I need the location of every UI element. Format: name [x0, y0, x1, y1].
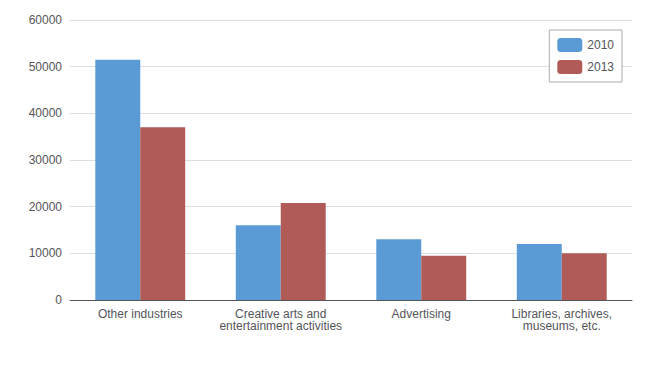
svg-text:Libraries, archives,: Libraries, archives,	[511, 307, 613, 321]
svg-text:0: 0	[55, 293, 62, 307]
svg-text:Other industries: Other industries	[98, 307, 183, 321]
svg-text:entertainment activities: entertainment activities	[219, 319, 342, 333]
svg-text:10000: 10000	[29, 246, 63, 260]
svg-text:20000: 20000	[29, 200, 63, 214]
svg-text:60000: 60000	[29, 13, 63, 27]
svg-text:50000: 50000	[29, 60, 63, 74]
svg-text:Creative arts and: Creative arts and	[235, 307, 327, 321]
svg-text:30000: 30000	[29, 153, 63, 167]
svg-text:2010: 2010	[587, 38, 614, 52]
svg-text:2013: 2013	[587, 60, 614, 74]
svg-text:Advertising: Advertising	[392, 307, 451, 321]
svg-text:40000: 40000	[29, 106, 63, 120]
svg-text:museums, etc.: museums, etc.	[523, 319, 601, 333]
